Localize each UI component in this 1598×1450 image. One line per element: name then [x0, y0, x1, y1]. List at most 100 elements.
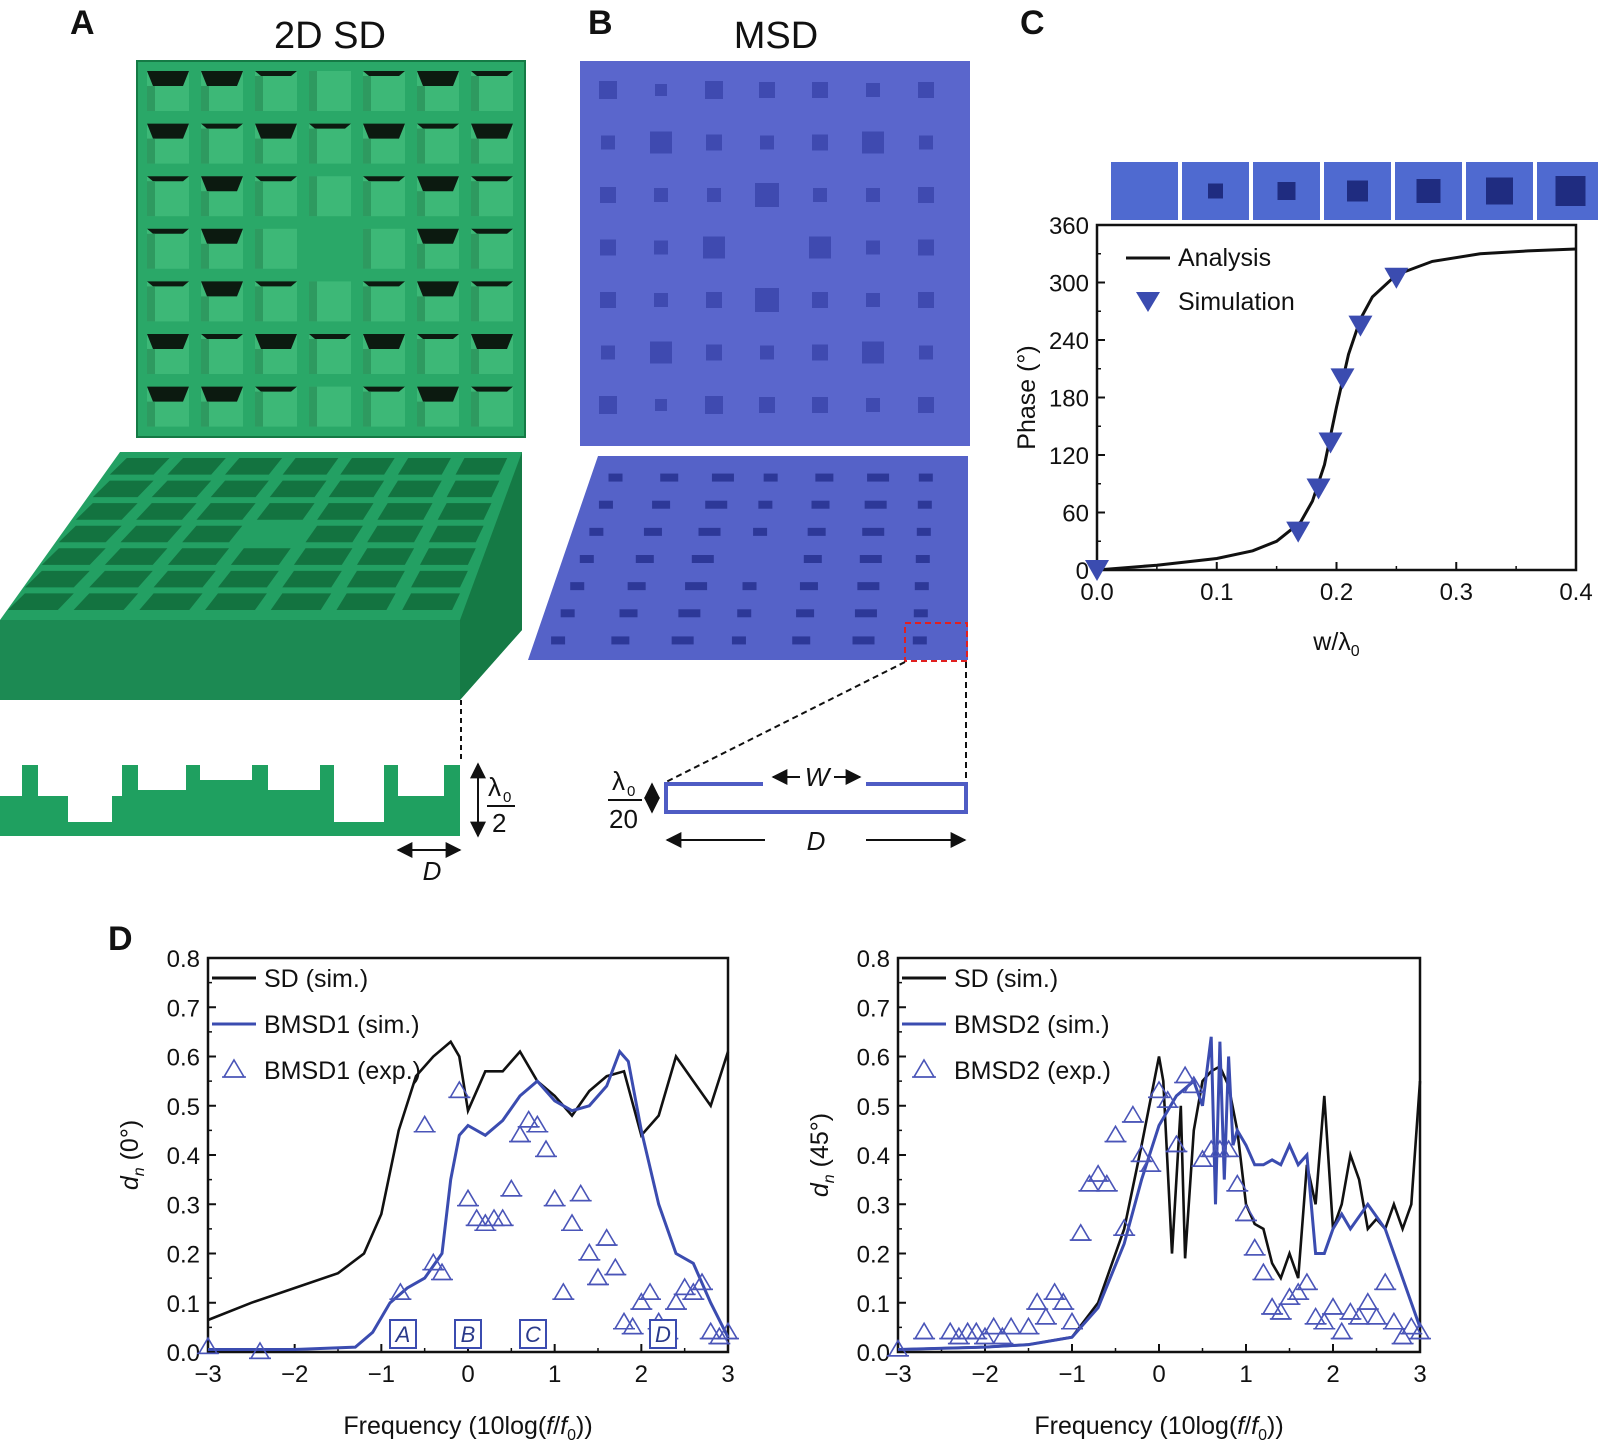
sd-persp-cell: [317, 503, 374, 520]
sd-persp-cell: [305, 525, 363, 543]
panel-a-letter: A: [70, 4, 95, 42]
msd-cell: [919, 135, 933, 150]
legend-sd-label: SD (sim.): [954, 965, 1058, 993]
sd-cell-wall: [147, 86, 155, 111]
sd-cell-shadow: [147, 334, 189, 349]
bmsd-exp-point: [913, 1321, 935, 1340]
msd-persp-cell: [918, 473, 933, 482]
sd-persp-cell: [437, 503, 492, 520]
sd-cell-wall: [363, 286, 371, 322]
bmsd-exp-point: [1079, 1173, 1100, 1192]
x-tick-label: 0.2: [1320, 579, 1353, 606]
dn-45deg-chart: −3 −2 −1 0 1 2 3 0.0 0.1 0.2 0.3 0.4 0.5 0.6 0.7 0.8 Fre…: [806, 946, 1431, 1444]
legend-simulation-swatch: [1136, 292, 1160, 312]
msd-persp-cell: [912, 636, 927, 645]
msd-cell: [755, 183, 779, 207]
sd-cell-wall: [201, 191, 209, 217]
sd-persp-cell: [182, 525, 243, 543]
sd-cell-shadow: [201, 228, 243, 244]
bmsd-exp-point: [630, 1292, 652, 1310]
analysis-line: [1096, 247, 1577, 572]
msd-cell: [866, 83, 880, 97]
msd-cell: [705, 396, 723, 414]
msd-cell: [812, 344, 828, 361]
sd-cell-wall: [363, 181, 371, 217]
sd-cell-shadow: [363, 176, 405, 182]
sd-cell-shadow: [363, 386, 405, 392]
y-tick-label: 0.2: [857, 1242, 890, 1269]
sd-cell-wall: [471, 233, 479, 269]
sd-sim-line: [897, 1056, 1422, 1351]
sd-cell-wall: [309, 386, 317, 427]
sd-persp-cell: [75, 503, 138, 520]
simulation-point: [1318, 432, 1343, 454]
sd-cell-shadow: [255, 281, 297, 287]
sd-cell-shadow: [417, 281, 459, 297]
sd-cell-shadow: [471, 123, 513, 139]
msd-cell: [755, 288, 779, 312]
msd-persp-cell: [852, 636, 875, 645]
y-axis-label: Phase (°): [1013, 345, 1041, 449]
sd-persp-cell: [387, 480, 442, 498]
y-tick-label: 0: [1076, 558, 1089, 585]
x-axis-label: Frequency (10log(f/f0)): [1034, 1412, 1283, 1444]
y-tick-label: 0.1: [167, 1291, 200, 1318]
sd-persp-cell: [205, 593, 267, 610]
y-tick-label: 0.0: [857, 1340, 890, 1367]
bmsd-exp-point: [1026, 1292, 1048, 1310]
frequency-marker-label: D: [655, 1322, 671, 1347]
y-tick-label: 0.4: [167, 1143, 200, 1170]
sd-persp-cell: [367, 525, 424, 543]
x-tick-label: 3: [721, 1361, 734, 1388]
sd-cell-wall: [147, 286, 155, 322]
sd-cell-wall: [255, 349, 263, 374]
msd-cell: [706, 134, 722, 151]
sd-persp-cell: [293, 548, 353, 565]
sd-cell-wall: [309, 128, 317, 164]
x-tick-label: −1: [1058, 1361, 1085, 1388]
legend-sim-label: BMSD1 (sim.): [264, 1011, 420, 1039]
bmsd-exp-point: [414, 1114, 436, 1133]
sd-cell-wall: [309, 71, 317, 111]
msd-height-num: λ: [612, 766, 625, 796]
msd-cell: [654, 293, 668, 307]
bmsd-exp-point: [992, 1326, 1013, 1345]
msd-height-den: 20: [609, 804, 638, 834]
msd-persp-cell: [678, 609, 701, 618]
bmsd-exp-point: [1018, 1316, 1039, 1335]
bmsd-exp-point: [535, 1139, 557, 1158]
sd-cell-wall: [471, 138, 479, 164]
bmsd-exp-point: [1096, 1173, 1118, 1192]
msd-persp-cell: [867, 473, 890, 482]
panel-b-title: MSD: [734, 15, 818, 57]
bmsd-exp-point: [1270, 1302, 1292, 1320]
sd-persp-cell: [109, 458, 170, 475]
sd-cell-wall: [147, 181, 155, 217]
sd-persp-cell: [230, 548, 291, 565]
sd-cell-shadow: [255, 176, 297, 182]
sd-cell-wall: [309, 281, 317, 322]
sd-persp-cell: [270, 593, 332, 610]
msd-cell: [918, 187, 934, 203]
bmsd-exp-point: [1105, 1124, 1126, 1143]
msd-cell: [812, 292, 828, 308]
x-tick-label: 1: [548, 1361, 561, 1388]
legend-sd-label: SD (sim.): [264, 965, 368, 993]
sd-persp-cell: [419, 548, 476, 565]
inset-square-hole: [1347, 180, 1368, 202]
bmsd-exp-point: [682, 1282, 704, 1300]
sd-cell-shadow: [417, 386, 459, 402]
legend-exp-label: BMSD2 (exp.): [954, 1057, 1111, 1085]
legend-simulation-label: Simulation: [1178, 288, 1295, 316]
inset-square-hole: [1555, 176, 1586, 206]
bmsd-exp-point: [1366, 1306, 1387, 1325]
sd-cell-wall: [417, 86, 425, 111]
msd-cell: [862, 131, 884, 154]
msd-persp-cell: [857, 582, 880, 591]
bmsd-exp-point: [526, 1114, 548, 1133]
phase-chart: 0.0 0.1 0.2 0.3 0.4 0 60 120 180 240 300 360 w/λ0 Pha…: [1013, 162, 1598, 660]
bmsd-sim-line: [208, 1048, 730, 1351]
sd-cell-wall: [201, 243, 209, 269]
msd-persp-cell: [753, 527, 768, 536]
msd-cell: [866, 293, 880, 307]
